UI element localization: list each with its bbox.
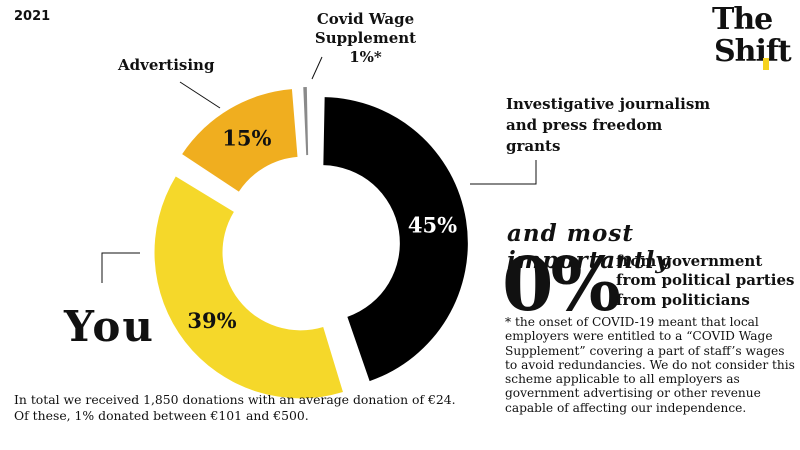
covid-label-line-2: Supplement: [314, 29, 417, 47]
donut-slice-labels: 45% 39% 15%: [187, 125, 457, 333]
slice-value-label-2: 15%: [222, 125, 271, 150]
logo-line-2: Shift: [714, 34, 792, 69]
donut-slice-1: [154, 176, 343, 399]
most-importantly-heading: and most importantly: [507, 220, 670, 274]
covid-label-line-3: 1%*: [349, 48, 382, 66]
from-politicians: from politicians: [616, 291, 750, 309]
investigative-label-line-3: grants: [506, 137, 561, 155]
leader-line-advertising: [179, 81, 221, 109]
slice-value-label-1: 39%: [187, 308, 236, 333]
investigative-label-line-1: Investigative journalism: [506, 95, 711, 113]
donut-slice-3: [303, 87, 309, 156]
donut-slices: [154, 87, 468, 399]
donut-slice-0: [323, 97, 468, 382]
from-government: from government: [616, 252, 763, 270]
leader-line-you: [101, 252, 140, 283]
investigative-label: Investigative journalism and press freed…: [506, 94, 736, 157]
donut-slice-2: [182, 89, 298, 192]
advertising-label: Advertising: [118, 56, 215, 74]
slice-value-label-0: 45%: [408, 213, 457, 238]
you-label: You: [64, 302, 155, 351]
logo-accent-mark: [763, 58, 769, 70]
covid-label-line-1: Covid Wage: [316, 10, 415, 28]
from-political-parties: from political parties: [616, 271, 795, 289]
year-label: 2021: [14, 9, 51, 24]
zero-percent: 0%: [502, 242, 621, 328]
covid-wage-label: Covid Wage Supplement 1%*: [308, 10, 423, 67]
donation-summary-line-2: Of these, 1% donated between €101 and €5…: [14, 408, 309, 423]
leader-line-investigative: [470, 160, 537, 185]
footnote: * the onset of COVID-19 meant that local…: [505, 315, 795, 415]
leader-lines: [101, 56, 537, 283]
leader-line-covid: [311, 56, 323, 80]
logo-line-1: The: [712, 2, 773, 37]
donation-summary-line-1: In total we received 1,850 donations wit…: [14, 392, 456, 407]
investigative-label-line-2: and press freedom: [506, 116, 663, 134]
donation-summary: In total we received 1,850 donations wit…: [14, 392, 494, 424]
